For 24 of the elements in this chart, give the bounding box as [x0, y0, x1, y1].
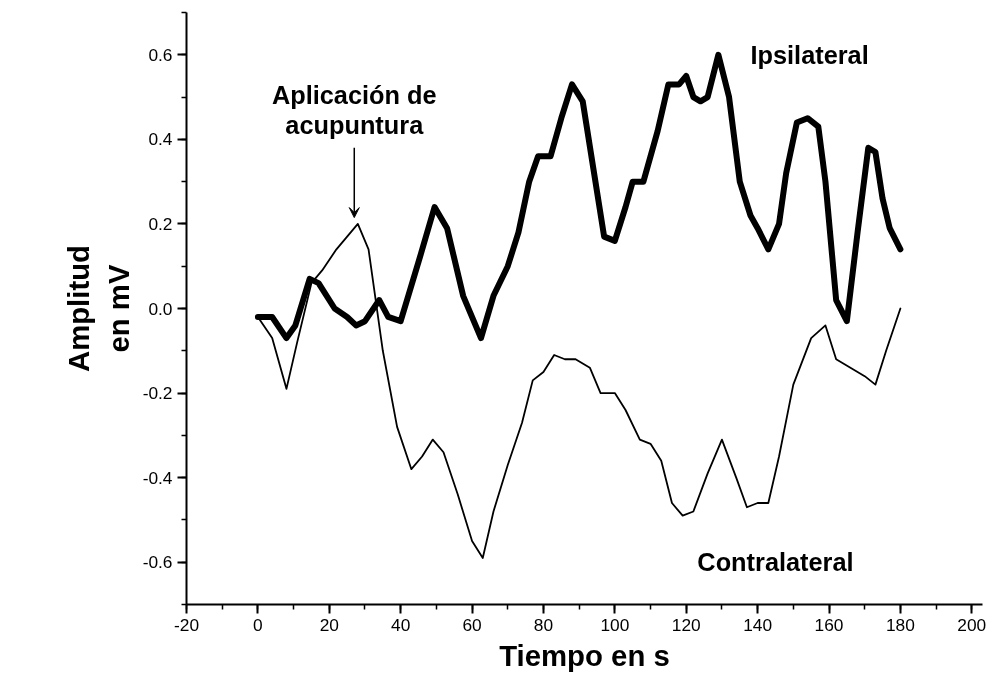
- x-tick-label: 180: [885, 614, 915, 635]
- x-tick-label: 160: [814, 614, 844, 635]
- y-tick-label: -0.4: [142, 467, 173, 488]
- x-tick-label: 120: [671, 614, 701, 635]
- x-tick-label: -20: [173, 614, 200, 635]
- y-tick-label: 0.4: [148, 129, 173, 150]
- y-tick-label: 0.0: [148, 298, 173, 319]
- y-tick-label: 0.6: [148, 44, 173, 65]
- x-tick-label: 100: [600, 614, 630, 635]
- series-label: Ipsilateral: [750, 40, 869, 69]
- y-axis-title: Amplitud en mV: [62, 244, 135, 373]
- y-tick-label: 0.2: [148, 213, 173, 234]
- series-label: Contralateral: [697, 548, 854, 577]
- x-tick-label: 40: [391, 614, 411, 635]
- x-tick-label: 80: [533, 614, 554, 635]
- y-tick-label: -0.2: [142, 383, 173, 404]
- annotation: Aplicación de acupuntura: [271, 80, 437, 140]
- y-tick-label: -0.6: [142, 552, 173, 573]
- x-tick-label: 200: [957, 614, 987, 635]
- x-tick-label: 140: [743, 614, 773, 635]
- x-tick-label: 20: [319, 614, 339, 635]
- x-tick-label: 60: [462, 614, 482, 635]
- x-tick-label: 0: [253, 614, 263, 635]
- x-axis-title: Tiempo en s: [499, 638, 670, 672]
